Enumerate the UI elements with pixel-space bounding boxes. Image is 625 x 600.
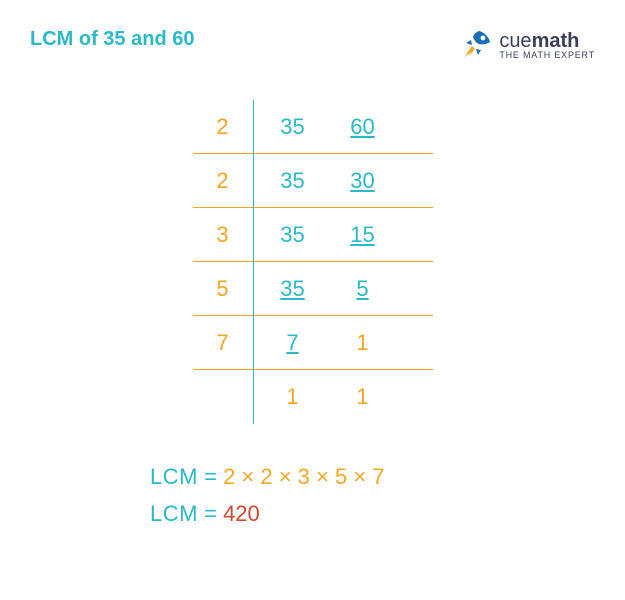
values-cell: 35 60 (253, 114, 433, 140)
brand-name-part2: math (532, 30, 580, 52)
division-row: 2 35 30 (193, 154, 433, 208)
division-row: 5 35 5 (193, 262, 433, 316)
values-cell: 35 30 (253, 168, 433, 194)
divisor-cell: 5 (193, 276, 253, 302)
vertical-divider (253, 100, 255, 424)
rocket-icon (459, 28, 493, 62)
value-b: 1 (343, 330, 383, 356)
brand-tagline: THE MATH EXPERT (499, 51, 595, 60)
divisor-cell: 2 (193, 114, 253, 140)
values-cell: 11 (253, 384, 433, 410)
division-row: 771 (193, 316, 433, 370)
division-row: 11 (193, 370, 433, 424)
value-b: 30 (343, 168, 383, 194)
divisor-cell: 2 (193, 168, 253, 194)
value-b: 60 (343, 114, 383, 140)
lcm-label: LCM (150, 464, 198, 489)
division-row: 2 35 60 (193, 100, 433, 154)
value-a: 1 (273, 384, 313, 410)
lcm-factorization: 2 × 2 × 3 × 5 × 7 (223, 464, 384, 489)
value-b: 1 (343, 384, 383, 410)
page-title: LCM of 35 and 60 (30, 28, 194, 51)
values-cell: 35 15 (253, 222, 433, 248)
brand-name: cuemath (499, 31, 595, 51)
result-block: LCM = 2 × 2 × 3 × 5 × 7 LCM = 420 (150, 458, 595, 533)
value-a: 35 (273, 222, 313, 248)
header: LCM of 35 and 60 cuemath THE MATH EXPERT (30, 28, 595, 62)
value-a: 7 (273, 330, 313, 356)
division-ladder: 235602353033515535577111 (193, 100, 433, 424)
value-b: 15 (343, 222, 383, 248)
lcm-result-line: LCM = 420 (150, 495, 595, 532)
equals-sign: = (204, 501, 217, 526)
value-a: 35 (273, 114, 313, 140)
divisor-cell: 3 (193, 222, 253, 248)
value-b: 5 (343, 276, 383, 302)
brand-text: cuemath THE MATH EXPERT (499, 31, 595, 60)
brand-name-part1: cue (499, 30, 531, 52)
divisor-cell: 7 (193, 330, 253, 356)
value-a: 35 (273, 168, 313, 194)
value-a: 35 (273, 276, 313, 302)
equals-sign: = (204, 464, 217, 489)
brand-logo: cuemath THE MATH EXPERT (459, 28, 595, 62)
lcm-label: LCM (150, 501, 198, 526)
values-cell: 71 (253, 330, 433, 356)
lcm-expression-line: LCM = 2 × 2 × 3 × 5 × 7 (150, 458, 595, 495)
division-row: 3 35 15 (193, 208, 433, 262)
values-cell: 35 5 (253, 276, 433, 302)
lcm-value: 420 (223, 501, 260, 526)
